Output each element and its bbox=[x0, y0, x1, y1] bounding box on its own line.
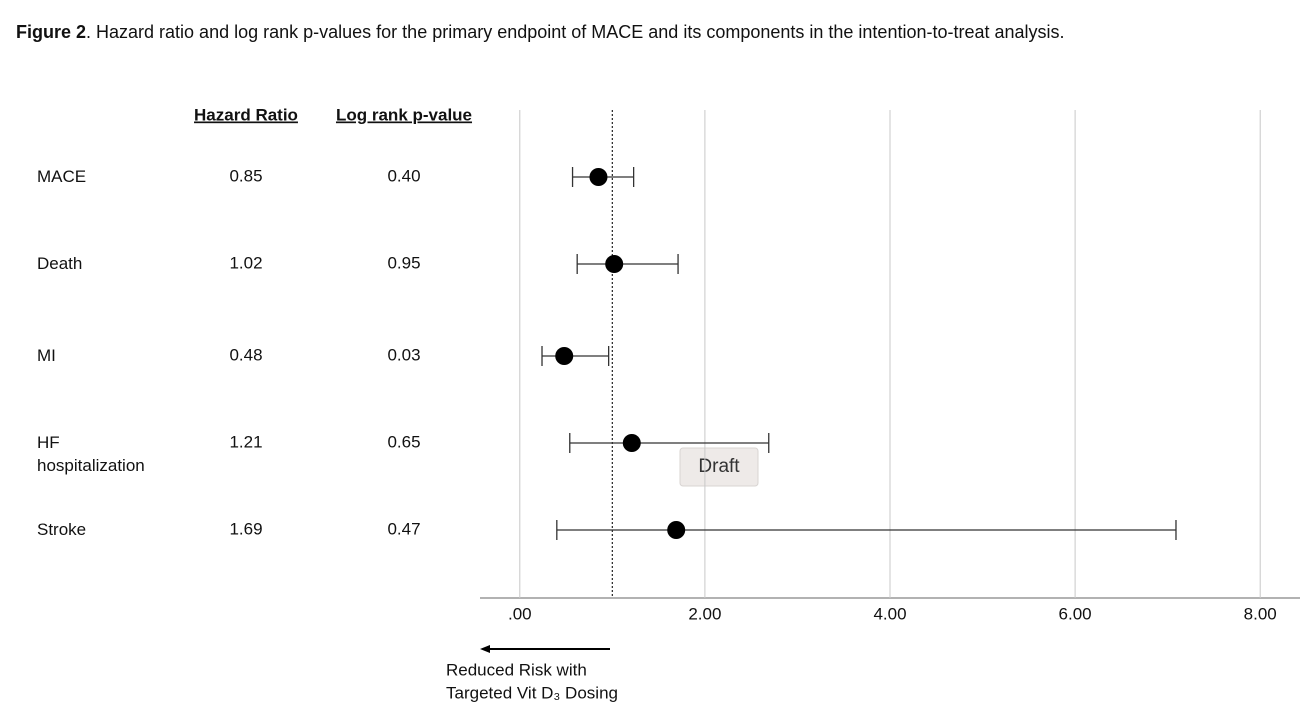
category-label: MACE bbox=[37, 167, 87, 186]
category-label: HF hospitalization bbox=[37, 433, 145, 475]
p-value: 0.40 bbox=[387, 166, 420, 185]
x-tick-label: .00 bbox=[508, 604, 532, 623]
point bbox=[555, 347, 574, 365]
hazard-ratio: 0.85 bbox=[229, 166, 262, 185]
point bbox=[589, 168, 608, 186]
x-tick-label: 8.00 bbox=[1244, 604, 1277, 623]
chart-title: Figure 2. Hazard ratio and log rank p-va… bbox=[16, 22, 1065, 42]
category-box: MACE bbox=[37, 167, 87, 186]
figure-label: Figure 2 bbox=[16, 22, 86, 42]
column-header: Log rank p-value bbox=[336, 105, 472, 124]
category-label: MI bbox=[37, 346, 56, 365]
category-label: Stroke bbox=[37, 520, 87, 539]
hazard-ratio: 1.69 bbox=[229, 519, 262, 538]
title-text: . Hazard ratio and log rank p-values for… bbox=[86, 22, 1065, 42]
draft-badge bbox=[679, 447, 759, 487]
hazard-ratio: 1.21 bbox=[229, 432, 262, 451]
point bbox=[605, 255, 624, 273]
p-value: 0.65 bbox=[387, 432, 420, 451]
annotation: Targeted Vit D₃ Dosing bbox=[446, 683, 618, 702]
column-header: Hazard Ratio bbox=[194, 105, 298, 124]
category-label: Death bbox=[37, 254, 83, 273]
category-box: MI bbox=[37, 346, 56, 365]
hazard-ratio: 1.02 bbox=[229, 253, 262, 272]
x-tick-label: 6.00 bbox=[1059, 604, 1092, 623]
arrow-head bbox=[480, 645, 490, 653]
point bbox=[622, 434, 641, 452]
draft-label: Draft bbox=[698, 456, 740, 477]
hazard-ratio: 0.48 bbox=[229, 345, 262, 364]
point bbox=[667, 521, 686, 539]
p-value: 0.47 bbox=[387, 519, 420, 538]
category-box: Stroke bbox=[37, 520, 87, 539]
x-tick-label: 4.00 bbox=[873, 604, 906, 623]
x-tick-label: 2.00 bbox=[688, 604, 721, 623]
annotation: Reduced Risk with bbox=[446, 660, 587, 679]
p-value: 0.03 bbox=[387, 345, 420, 364]
p-value: 0.95 bbox=[387, 253, 420, 272]
category-box: HF hospitalization bbox=[37, 433, 145, 475]
category-box: Death bbox=[37, 254, 83, 273]
